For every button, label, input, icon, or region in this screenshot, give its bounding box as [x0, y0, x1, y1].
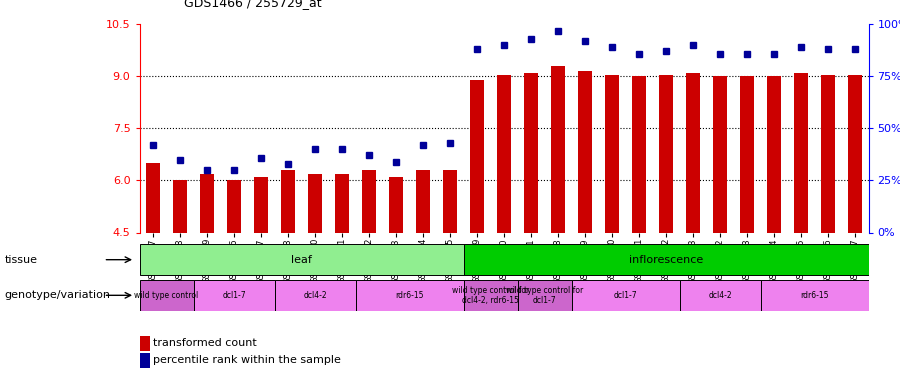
Bar: [356, 280, 464, 310]
Text: dcl1-7: dcl1-7: [614, 291, 637, 300]
Bar: [416, 170, 430, 232]
Bar: [362, 170, 376, 232]
Bar: [389, 177, 403, 232]
Bar: [497, 75, 511, 232]
Text: dcl4-2: dcl4-2: [708, 291, 732, 300]
Bar: [274, 280, 356, 310]
Bar: [443, 170, 457, 232]
Text: rdr6-15: rdr6-15: [800, 291, 829, 300]
Bar: [194, 280, 274, 310]
Bar: [464, 244, 868, 275]
Text: leaf: leaf: [291, 255, 312, 265]
Bar: [686, 73, 700, 232]
Bar: [146, 163, 160, 232]
Bar: [713, 76, 727, 232]
Text: transformed count: transformed count: [153, 338, 256, 348]
Text: rdr6-15: rdr6-15: [395, 291, 424, 300]
Bar: [659, 75, 673, 232]
Text: genotype/variation: genotype/variation: [4, 290, 111, 300]
Bar: [632, 76, 646, 232]
Bar: [308, 174, 322, 232]
Bar: [281, 170, 295, 232]
Text: wild type control for
dcl1-7: wild type control for dcl1-7: [506, 286, 583, 305]
Text: wild type control for
dcl4-2, rdr6-15: wild type control for dcl4-2, rdr6-15: [452, 286, 529, 305]
Bar: [518, 280, 572, 310]
Bar: [767, 76, 781, 232]
Bar: [140, 280, 194, 310]
Bar: [470, 80, 484, 232]
Bar: [605, 75, 619, 232]
Bar: [200, 174, 214, 232]
Text: tissue: tissue: [4, 255, 38, 265]
Bar: [740, 76, 754, 232]
Bar: [464, 280, 518, 310]
Bar: [821, 75, 835, 232]
Text: dcl4-2: dcl4-2: [303, 291, 327, 300]
Bar: [227, 180, 241, 232]
Bar: [760, 280, 868, 310]
Bar: [551, 66, 565, 232]
Bar: [680, 280, 760, 310]
Bar: [254, 177, 268, 232]
Text: percentile rank within the sample: percentile rank within the sample: [153, 355, 341, 365]
Bar: [572, 280, 680, 310]
Text: dcl1-7: dcl1-7: [222, 291, 246, 300]
Bar: [335, 174, 349, 232]
Bar: [524, 73, 538, 232]
Text: GDS1466 / 255729_at: GDS1466 / 255729_at: [184, 0, 322, 9]
Bar: [794, 73, 808, 232]
Bar: [140, 244, 464, 275]
Bar: [173, 180, 187, 232]
Text: inflorescence: inflorescence: [629, 255, 703, 265]
Text: wild type control: wild type control: [134, 291, 199, 300]
Bar: [848, 75, 862, 232]
Bar: [578, 71, 592, 232]
